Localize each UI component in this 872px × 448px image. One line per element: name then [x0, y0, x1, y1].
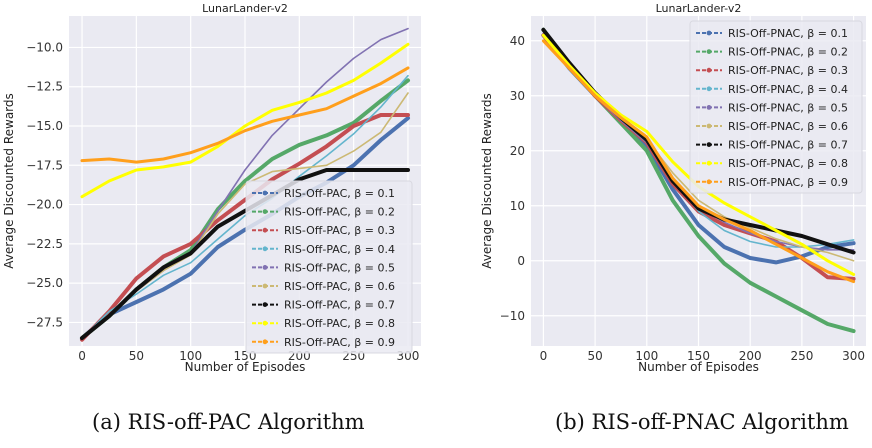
legend-label: RIS-Off-PAC, β = 0.5 [284, 261, 395, 274]
legend-marker [706, 179, 712, 185]
legend-label: RIS-Off-PAC, β = 0.8 [284, 317, 395, 330]
legend-label: RIS-Off-PNAC, β = 0.5 [728, 101, 848, 114]
y-tick-label: −10.0 [26, 40, 63, 54]
legend-label: RIS-Off-PNAC, β = 0.1 [728, 27, 848, 40]
legend-marker [706, 142, 712, 148]
y-axis-label: Average Discounted Rewards [480, 93, 494, 269]
x-tick-label: 200 [739, 349, 762, 363]
y-tick-label: 40 [510, 34, 525, 48]
series-lines [80, 27, 410, 342]
series-lines [541, 27, 856, 334]
x-axis-label: Number of Episodes [638, 360, 759, 374]
x-axis-label: Number of Episodes [185, 360, 306, 374]
x-tick-label: 50 [587, 349, 602, 363]
y-tick-label: −17.5 [26, 158, 63, 172]
x-tick-label: 0 [78, 349, 86, 363]
legend-marker [706, 49, 712, 54]
y-tick-label: −12.5 [26, 80, 63, 94]
legend: RIS-Off-PNAC, β = 0.1 RIS-Off-PNAC, β = 0… [689, 20, 863, 194]
x-tick-label: 100 [179, 349, 202, 363]
series-line-9 [80, 66, 410, 164]
y-tick-label: −22.5 [26, 237, 63, 251]
series-line-9 [541, 39, 856, 284]
caption-left: (a) RIS-off-PAC Algorithm [92, 410, 365, 434]
series-line-8 [80, 42, 410, 199]
legend-marker [706, 67, 712, 73]
legend-marker [262, 265, 268, 270]
chart-title: LunarLander-v2 [656, 2, 742, 15]
legend-label: RIS-Off-PAC, β = 0.6 [284, 280, 395, 293]
y-tick-label: 30 [510, 89, 525, 103]
legend-label: RIS-Off-PNAC, β = 0.4 [728, 83, 848, 96]
legend-label: RIS-Off-PAC, β = 0.2 [284, 206, 395, 219]
legend-label: RIS-Off-PNAC, β = 0.8 [728, 157, 848, 170]
legend-label: RIS-Off-PAC, β = 0.7 [284, 299, 395, 312]
legend-box [689, 20, 863, 194]
legend-marker [262, 246, 268, 252]
legend-marker [706, 86, 712, 92]
caption-right: (b) RIS-off-PNAC Algorithm [555, 410, 849, 434]
legend-marker [706, 30, 712, 36]
x-tick-label: 0 [540, 349, 548, 363]
x-tick-label: 150 [687, 349, 710, 363]
y-tick-label: 20 [510, 144, 525, 158]
y-tick-label: 10 [510, 199, 525, 213]
series-line-7 [80, 168, 410, 341]
chart-title: LunarLander-v2 [202, 2, 288, 15]
legend-label: RIS-Off-PAC, β = 0.1 [284, 187, 395, 200]
y-axis-label: Average Discounted Rewards [2, 93, 16, 269]
y-tick-label: −25.0 [26, 276, 63, 290]
chart-2: 0 50 100 150 200 250 300 −10 0 10 20 30 40 LunarLande… [480, 2, 866, 374]
y-tick-label: −20.0 [26, 198, 63, 212]
legend-marker [262, 339, 268, 345]
x-tick-label: 100 [635, 349, 658, 363]
series-line-4 [81, 74, 409, 339]
series-line-1 [80, 116, 410, 341]
chart-1: 0 50 100 150 200 250 300−27.5−25.0−22.5−20.0−1… [2, 2, 421, 374]
legend-marker [262, 283, 268, 289]
x-tick-label: 250 [790, 349, 813, 363]
legend-marker [262, 190, 268, 196]
y-tick-label: −15.0 [26, 119, 63, 133]
x-tick-label: 50 [129, 349, 144, 363]
legend-marker [706, 105, 712, 110]
legend-label: RIS-Off-PAC, β = 0.4 [284, 243, 395, 256]
y-tick-label: −10 [500, 309, 525, 323]
legend-label: RIS-Off-PAC, β = 0.9 [284, 336, 395, 349]
legend-label: RIS-Off-PNAC, β = 0.9 [728, 176, 848, 189]
legend-label: RIS-Off-PNAC, β = 0.7 [728, 139, 848, 152]
legend-marker [262, 320, 268, 326]
legend-marker [262, 209, 268, 215]
legend-marker [262, 227, 268, 233]
y-tick-label: 0 [517, 254, 525, 268]
legend-marker [706, 123, 712, 129]
legend-marker [706, 160, 712, 166]
legend-label: RIS-Off-PNAC, β = 0.3 [728, 64, 848, 77]
legend-box [245, 180, 413, 354]
series-line-3 [80, 113, 410, 342]
x-tick-label: 300 [842, 349, 865, 363]
y-tick-label: −27.5 [26, 315, 63, 329]
legend-label: RIS-Off-PAC, β = 0.3 [284, 224, 395, 237]
legend-label: RIS-Off-PNAC, β = 0.2 [728, 46, 848, 59]
legend: RIS-Off-PAC, β = 0.1 RIS-Off-PAC, β = 0.2… [245, 180, 413, 354]
legend-marker [262, 302, 268, 307]
legend-label: RIS-Off-PNAC, β = 0.6 [728, 120, 848, 133]
